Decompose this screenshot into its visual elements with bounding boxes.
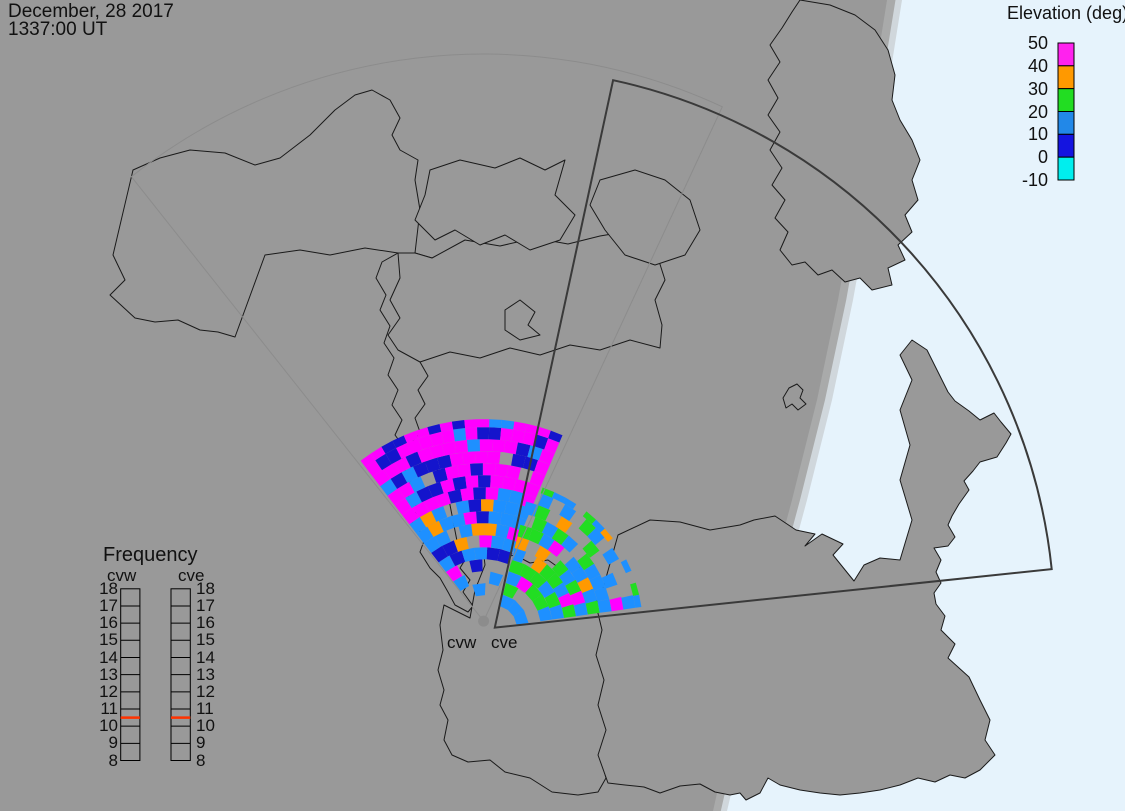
svg-text:9: 9 — [109, 733, 118, 752]
svg-text:cvw: cvw — [447, 633, 477, 652]
svg-text:20: 20 — [1028, 102, 1048, 122]
svg-text:9: 9 — [196, 733, 205, 752]
svg-text:-10: -10 — [1022, 170, 1048, 190]
svg-text:Frequency: Frequency — [103, 544, 198, 566]
svg-text:8: 8 — [196, 751, 205, 770]
svg-text:10: 10 — [1028, 124, 1048, 144]
svg-text:30: 30 — [1028, 79, 1048, 99]
svg-text:40: 40 — [1028, 56, 1048, 76]
svg-text:50: 50 — [1028, 33, 1048, 53]
svg-text:cve: cve — [491, 633, 517, 652]
svg-text:15: 15 — [196, 630, 215, 649]
svg-text:0: 0 — [1038, 147, 1048, 167]
svg-text:Elevation (deg): Elevation (deg) — [1007, 3, 1125, 23]
svg-text:15: 15 — [99, 630, 118, 649]
svg-text:8: 8 — [109, 751, 118, 770]
svg-text:1337:00 UT: 1337:00 UT — [8, 19, 108, 40]
